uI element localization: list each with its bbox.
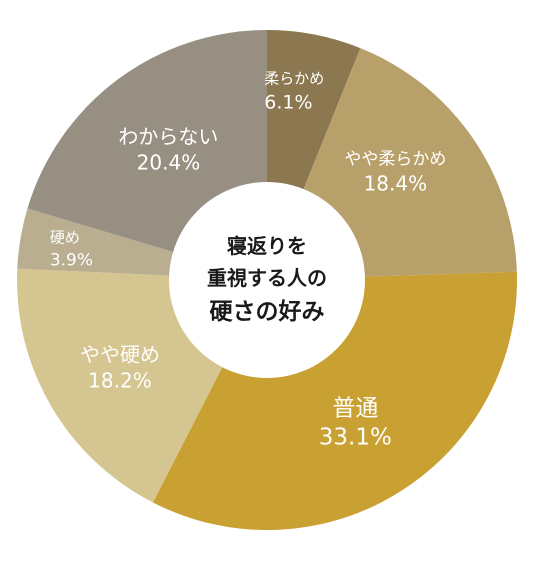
slice-label-value: 18.2% <box>88 368 152 392</box>
slice-label-value: 20.4% <box>137 151 201 175</box>
donut-hole <box>169 182 365 378</box>
slice-label-name: やや柔らかめ <box>344 150 446 170</box>
chart-title-line-1: 寝返りを <box>227 234 307 258</box>
chart-title-line-2: 重視する人の <box>207 266 327 290</box>
slice-label-value: 33.1% <box>319 424 392 450</box>
slice-label-value: 6.1% <box>264 92 312 114</box>
slice-label-value: 3.9% <box>50 251 93 271</box>
slice-label-name: 柔らかめ <box>264 70 324 88</box>
slice-label-name: 普通 <box>332 395 378 421</box>
chart-slices <box>17 30 517 530</box>
chart-title: 寝返りを 重視する人の 硬さの好み <box>207 234 327 325</box>
slice-label-name: やや硬め <box>80 342 160 366</box>
slice-label-name: 硬め <box>50 229 80 247</box>
chart-title-line-3: 硬さの好み <box>210 299 325 325</box>
slice-label-value: 18.4% <box>364 172 428 196</box>
slice-label-name: わからない <box>118 125 218 149</box>
